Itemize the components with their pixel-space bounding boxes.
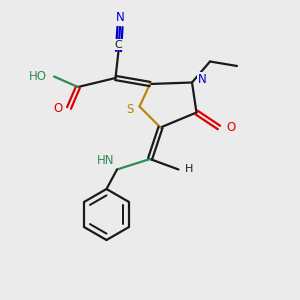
Text: N: N <box>116 11 124 24</box>
Text: HN: HN <box>97 154 114 166</box>
Text: O: O <box>54 101 63 115</box>
Text: H: H <box>184 164 193 175</box>
Text: C: C <box>115 40 122 50</box>
Text: HO: HO <box>28 70 46 83</box>
Text: N: N <box>198 73 207 86</box>
Text: S: S <box>126 103 134 116</box>
Text: O: O <box>226 121 236 134</box>
